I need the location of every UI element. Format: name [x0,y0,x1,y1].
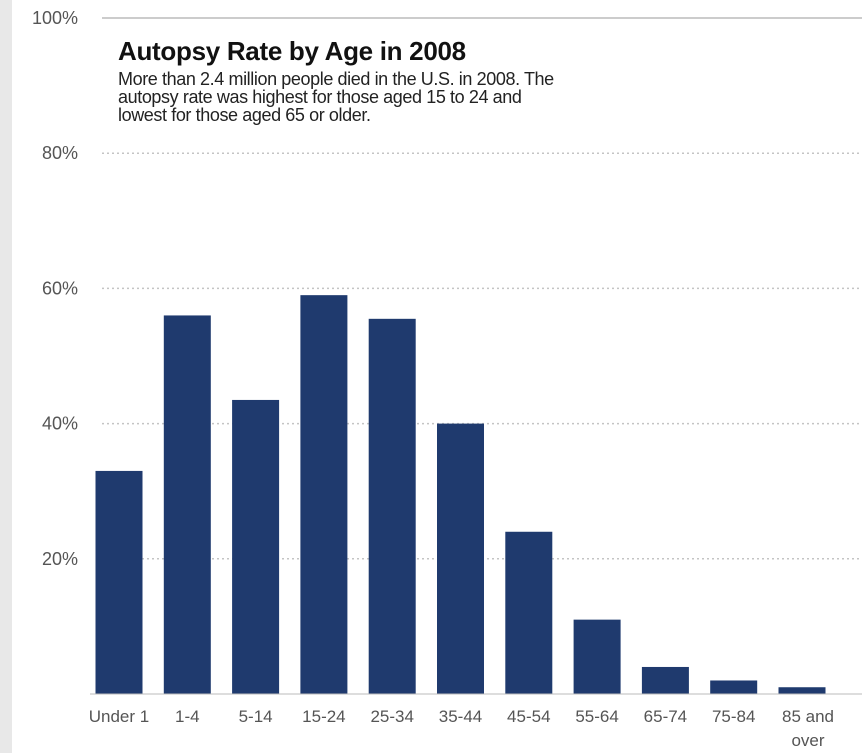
bar-45-54 [505,531,553,694]
x-tick-label: 85 and over [782,707,834,750]
bar-65-74 [641,666,689,694]
x-tick-label: 45-54 [507,707,550,726]
bar-85-and-over [778,687,826,694]
x-tick-label: 25-34 [370,707,413,726]
x-tick-label: 65-74 [644,707,687,726]
chart-title: Autopsy Rate by Age in 2008 [118,36,466,66]
x-tick-label: 5-14 [239,707,273,726]
chart-subtitle: More than 2.4 million people died in the… [118,69,554,125]
x-tick-label: 75-84 [712,707,755,726]
y-tick-label: 60% [42,278,78,298]
bar-25-34 [368,318,416,694]
x-tick-label: 15-24 [302,707,345,726]
bar-75-84 [710,680,758,694]
bar-5-14 [232,399,280,694]
bar-1-4 [163,315,211,694]
x-axis-labels: Under 1 1-4 5-14 15-24 25-34 35-44 45-54 55-64 6… [89,707,834,750]
y-tick-label: 40% [42,414,78,434]
x-tick-label: 55-64 [575,707,618,726]
bar-35-44 [437,423,484,694]
x-tick-label: 35-44 [439,707,482,726]
y-tick-label: 80% [42,143,78,163]
bars [95,295,826,694]
bar-under-1 [95,470,143,694]
y-tick-label: 100% [32,8,78,28]
bar-chart: 100% 80% 60% 40% 20% Under 1 1-4 5-14 15-24 25-3… [32,8,862,750]
bar-55-64 [573,619,621,694]
y-tick-label: 20% [42,549,78,569]
x-tick-label: 1-4 [175,707,200,726]
chart-card: 100% 80% 60% 40% 20% Under 1 1-4 5-14 15-24 25-3… [12,0,864,753]
y-axis-ticks: 100% 80% 60% 40% 20% [32,8,78,569]
chart-header: Autopsy Rate by Age in 2008 More than 2.… [118,36,638,124]
bar-15-24 [300,295,348,694]
x-tick-label: Under 1 [89,707,149,726]
